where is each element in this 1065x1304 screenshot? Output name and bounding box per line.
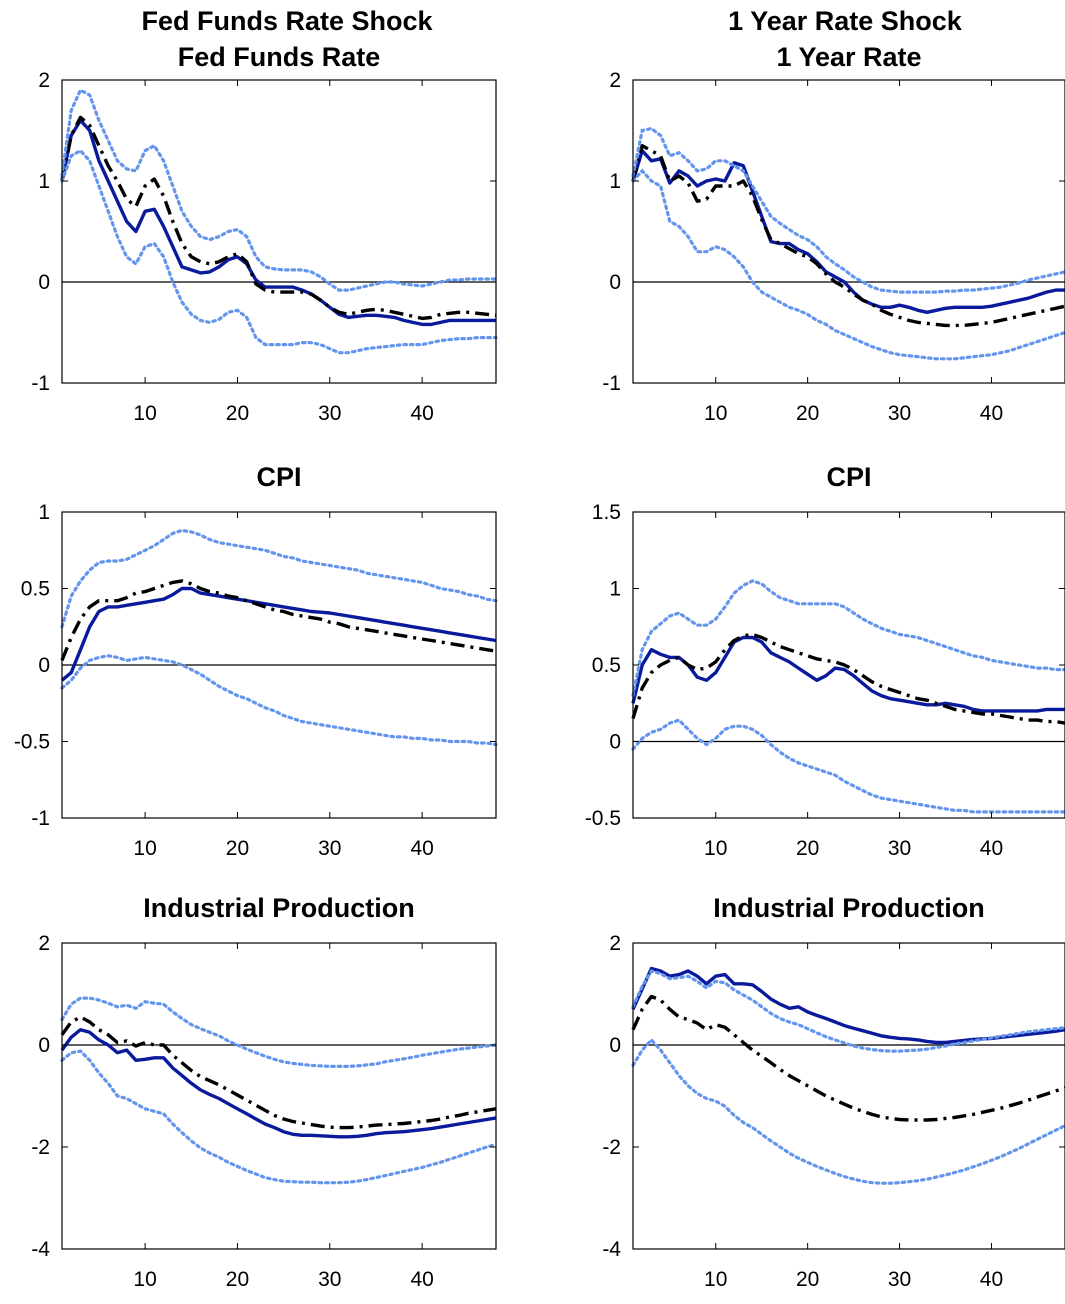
- y-tick-label: 0: [38, 1034, 50, 1057]
- y-tick-label: 2: [609, 932, 621, 955]
- series-solid-line: [60, 1028, 497, 1139]
- y-tick-label: -0.5: [585, 807, 621, 830]
- y-tick-label: -1: [31, 372, 50, 395]
- confidence-band-line: [631, 718, 1065, 814]
- axes-frame: [632, 79, 1065, 384]
- series-dashdot-line: [60, 579, 497, 662]
- y-tick-label: -1: [31, 807, 50, 830]
- panel-title: Industrial Production: [713, 893, 985, 923]
- panel-1: Fed Funds Rate 10 20 30 40 -1 0 1 2: [31, 42, 498, 425]
- x-tick-label: 10: [704, 837, 727, 860]
- confidence-band-line: [631, 969, 1065, 1053]
- x-tick-label: 40: [980, 1268, 1003, 1291]
- panel-title: CPI: [256, 462, 301, 492]
- x-tick-label: 30: [318, 1268, 341, 1291]
- x-tick-label: 20: [226, 1268, 249, 1291]
- y-tick-label: 0: [38, 271, 50, 294]
- y-tick-label: -0.5: [14, 731, 50, 754]
- panel-title: CPI: [826, 462, 871, 492]
- series-dashdot-line: [60, 115, 497, 321]
- series-solid-line: [60, 118, 496, 327]
- x-tick-label: 40: [980, 837, 1003, 860]
- series-dashdot-line: [60, 1015, 497, 1130]
- confidence-band-line: [60, 1049, 498, 1185]
- x-tick-label: 40: [410, 402, 433, 425]
- y-tick-label: 1.5: [592, 501, 621, 524]
- x-tick-label: 20: [796, 1268, 819, 1291]
- y-tick-label: 0: [609, 1034, 621, 1057]
- x-tick-label: 20: [226, 402, 249, 425]
- x-tick-label: 20: [796, 837, 819, 860]
- y-tick-label: 1: [609, 170, 621, 193]
- confidence-band-line: [631, 126, 1065, 294]
- column-title-left: Fed Funds Rate Shock: [141, 6, 433, 36]
- y-tick-label: 1: [38, 501, 50, 524]
- confidence-band-line: [60, 528, 498, 629]
- confidence-band-line: [60, 148, 498, 355]
- y-tick-label: 1: [609, 578, 621, 601]
- y-tick-label: -2: [602, 1136, 621, 1159]
- axes-frame: [61, 79, 497, 384]
- y-tick-label: -1: [602, 372, 621, 395]
- x-tick-label: 40: [980, 402, 1003, 425]
- x-tick-label: 30: [888, 837, 911, 860]
- x-tick-label: 10: [133, 837, 156, 860]
- y-tick-label: 2: [38, 69, 50, 92]
- panel-3: CPI 10 20 30 40 -1 -0.5 0 0.5 1: [14, 462, 498, 860]
- series-solid-line: [631, 966, 1065, 1045]
- y-tick-label: 2: [38, 932, 50, 955]
- y-tick-label: -2: [31, 1136, 50, 1159]
- series-solid-line: [631, 635, 1065, 713]
- y-tick-label: 1: [38, 170, 50, 193]
- panel-title: Fed Funds Rate: [178, 42, 381, 72]
- x-tick-label: 30: [318, 402, 341, 425]
- confidence-band-line: [60, 87, 498, 292]
- y-tick-label: 0.5: [592, 654, 621, 677]
- panel-6: Industrial Production 10 20 30 40 -4 -2 0 2: [602, 893, 1065, 1291]
- y-tick-label: 0.5: [21, 578, 50, 601]
- confidence-band-line: [60, 654, 498, 747]
- y-tick-label: 0: [38, 654, 50, 677]
- x-tick-label: 40: [410, 1268, 433, 1291]
- y-tick-label: 0: [609, 731, 621, 754]
- x-tick-label: 30: [318, 837, 341, 860]
- series-dashdot-line: [631, 994, 1065, 1122]
- panel-title: Industrial Production: [143, 893, 415, 923]
- axes-frame: [632, 942, 1065, 1250]
- series-solid-line: [631, 149, 1065, 314]
- x-tick-label: 10: [704, 1268, 727, 1291]
- axes-frame: [61, 942, 497, 1250]
- confidence-band-line: [60, 996, 498, 1068]
- x-tick-label: 40: [410, 837, 433, 860]
- confidence-band-line: [631, 579, 1065, 698]
- axes-frame: [632, 511, 1065, 819]
- series-dashdot-line: [631, 632, 1065, 725]
- x-tick-label: 30: [888, 1268, 911, 1291]
- y-tick-label: -4: [602, 1238, 621, 1261]
- x-tick-label: 20: [226, 837, 249, 860]
- x-tick-label: 20: [796, 402, 819, 425]
- panel-2: 1 Year Rate 10 20 30 40 -1 0 1 2: [602, 42, 1065, 425]
- x-tick-label: 10: [704, 402, 727, 425]
- confidence-band-line: [631, 1037, 1065, 1185]
- y-tick-label: 2: [609, 69, 621, 92]
- x-tick-label: 30: [888, 402, 911, 425]
- confidence-band-line: [631, 168, 1065, 361]
- series-dashdot-line: [631, 144, 1065, 328]
- x-tick-label: 10: [133, 1268, 156, 1291]
- panel-5: Industrial Production 10 20 30 40 -4 -2 0 2: [31, 893, 498, 1291]
- column-title-right: 1 Year Rate Shock: [728, 6, 963, 36]
- y-tick-label: 0: [609, 271, 621, 294]
- x-tick-label: 10: [133, 402, 156, 425]
- y-tick-label: -4: [31, 1238, 50, 1261]
- series-solid-line: [60, 586, 497, 682]
- panel-4: CPI 10 20 30 40 -0.5 0 0.5 1 1.5: [585, 462, 1065, 860]
- panel-title: 1 Year Rate: [776, 42, 921, 72]
